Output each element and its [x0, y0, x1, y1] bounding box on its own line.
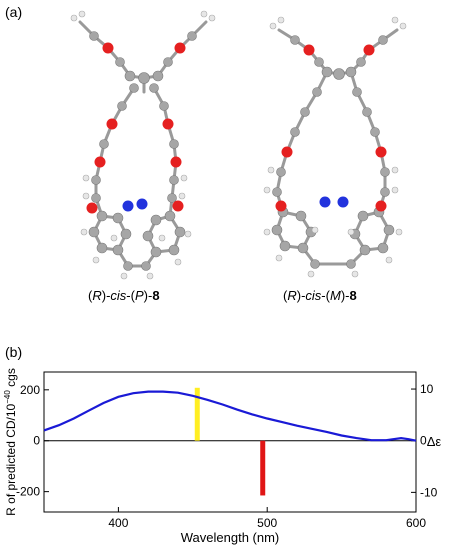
rotatory-strength-bar — [260, 440, 266, 496]
y2-axis-label: Δε — [427, 434, 442, 449]
oxygen-atoms — [275, 44, 387, 212]
x-tick-label: 500 — [257, 516, 277, 530]
nitrogen-atoms — [319, 196, 349, 208]
hydrogen-atoms — [70, 10, 216, 280]
caption-p-isomer: (R)-cis-(P)-8 — [88, 288, 160, 303]
y2-tick-label: -10 — [420, 485, 438, 499]
nitrogen-atoms — [122, 198, 148, 212]
x-axis-label: Wavelength (nm) — [181, 530, 280, 545]
x-tick-label: 400 — [108, 516, 128, 530]
x-tick-label: 600 — [406, 516, 426, 530]
carbon-atoms — [88, 31, 197, 271]
oxygen-atoms — [86, 42, 186, 214]
panel-b-label: (b) — [5, 344, 23, 360]
y-tick-label: 0 — [33, 434, 40, 448]
spectrum-line — [43, 390, 417, 442]
rotatory-strength-bar — [194, 387, 200, 441]
molecule-m-structure — [263, 16, 407, 278]
bonds — [78, 20, 208, 268]
plot-frame — [43, 371, 417, 513]
molecule-p-structure — [70, 10, 216, 280]
y-tick-label: -200 — [16, 485, 40, 499]
panel-a-label: (a) — [5, 4, 23, 20]
y2-tick-label: 0 — [420, 434, 427, 448]
y-axis-label: R of predicted CD/10−40 cgs — [3, 368, 18, 516]
y2-tick-label: 10 — [420, 382, 434, 396]
caption-m-isomer: (R)-cis-(M)-8 — [283, 288, 357, 303]
y-tick-label: 200 — [20, 383, 40, 397]
hydrogen-atoms — [263, 16, 407, 278]
